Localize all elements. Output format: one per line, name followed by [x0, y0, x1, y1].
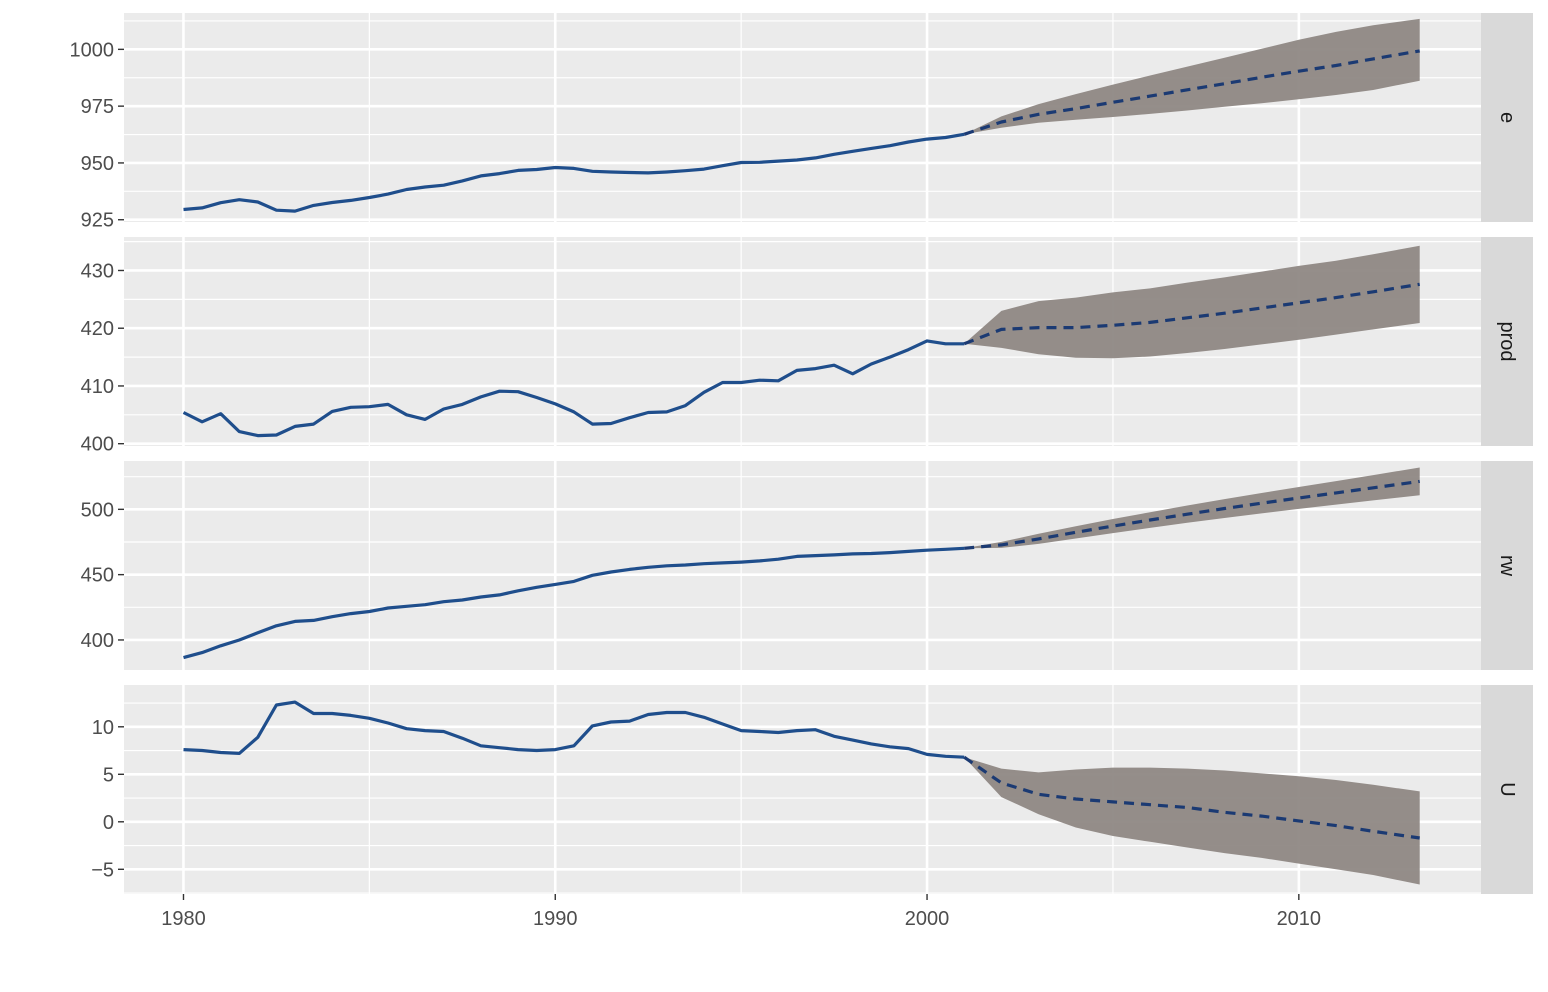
panel-background [124, 13, 1481, 222]
y-tick-label: 500 [81, 499, 114, 521]
y-tick-label: 0 [103, 812, 114, 834]
facet-strip [1481, 237, 1533, 446]
x-tick-label: 1980 [161, 908, 206, 930]
prediction-interval-band [964, 245, 1420, 359]
forecast-series-line [963, 755, 1420, 840]
y-tick-label: 950 [81, 153, 114, 175]
history-series-line [183, 132, 965, 213]
facet-panel-U: −5 0 5 10 U [91, 685, 1533, 894]
y-tick-label: 10 [92, 717, 114, 739]
y-tick-label: 420 [81, 318, 114, 340]
y-tick-label: 400 [81, 434, 114, 456]
y-tick-label: 410 [81, 376, 114, 398]
prediction-interval-band [964, 18, 1420, 135]
facet-strip [1481, 13, 1533, 222]
history-series-line [182, 339, 965, 438]
facet-strip-label: e [1496, 112, 1518, 123]
y-tick-label: 430 [81, 260, 114, 282]
x-tick-label: 1990 [533, 908, 578, 930]
facet-strip-label: prod [1496, 321, 1518, 361]
y-tick-label: 975 [81, 96, 114, 118]
forecast-series-line [963, 282, 1420, 346]
y-tick-label: 450 [81, 565, 114, 587]
facet-panel-rw: 400 450 500 rw [81, 461, 1533, 670]
history-series-line [183, 700, 965, 759]
x-tick-label: 2000 [905, 908, 950, 930]
facet-strip-label: rw [1496, 555, 1518, 577]
y-tick-label: 1000 [70, 39, 115, 61]
facet-strip [1481, 461, 1533, 670]
x-axis: 1980 1990 2000 2010 [161, 894, 1321, 930]
facet-panel-e: 925 950 975 1000 e [70, 13, 1533, 232]
forecast-series-line [963, 49, 1420, 136]
facet-strip-label: U [1496, 782, 1518, 796]
facet-strip [1481, 685, 1533, 894]
x-tick-label: 2010 [1277, 908, 1322, 930]
forecast-series-line [964, 479, 1420, 550]
facet-panel-prod: 400 410 420 430 prod [81, 237, 1533, 456]
history-series-line [183, 546, 965, 660]
prediction-interval-band [964, 757, 1420, 885]
y-tick-label: −5 [91, 859, 114, 881]
y-tick-label: 5 [103, 764, 114, 786]
prediction-interval-band [964, 467, 1420, 549]
y-tick-label: 400 [81, 630, 114, 652]
y-tick-label: 925 [81, 210, 114, 232]
